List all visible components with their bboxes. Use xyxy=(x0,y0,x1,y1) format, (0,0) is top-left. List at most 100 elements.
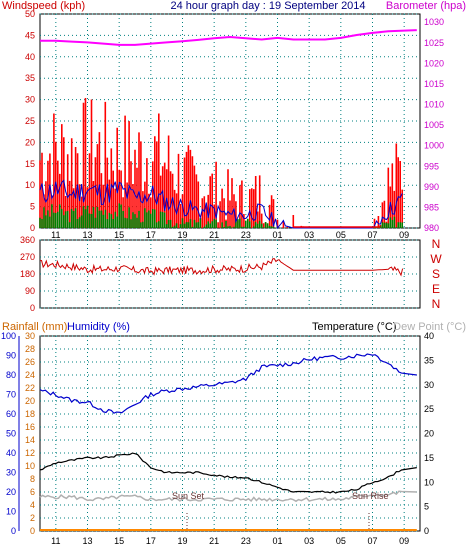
x-tick-label-top: 07 xyxy=(367,230,377,240)
y-tick-label-wind: 30 xyxy=(25,95,35,105)
x-tick-label-bottom: 07 xyxy=(367,536,377,546)
y-tick-label-temperature: 40 xyxy=(424,331,434,341)
y-tick-label-humidity: 10 xyxy=(6,507,16,517)
x-tick-label-bottom: 15 xyxy=(114,536,124,546)
y-tick-label-rain: 20 xyxy=(25,396,35,406)
y-tick-label-direction: 0 xyxy=(30,303,35,313)
y-tick-label-temperature: 35 xyxy=(424,355,434,365)
x-tick-label-bottom: 17 xyxy=(146,536,156,546)
x-tick-label-bottom: 23 xyxy=(241,536,251,546)
x-tick-label-bottom: 09 xyxy=(399,536,409,546)
y-tick-label-rain: 22 xyxy=(25,383,35,393)
y-tick-label-wind: 25 xyxy=(25,116,35,126)
barometer-series xyxy=(40,29,417,46)
y-tick-label-wind: 0 xyxy=(30,223,35,233)
windspeed-title: Windspeed (kph) xyxy=(2,0,85,12)
direction-line xyxy=(39,258,404,277)
temp-series xyxy=(39,353,417,531)
x-tick-label-top: 15 xyxy=(114,230,124,240)
y-tick-label-baro: 1020 xyxy=(424,58,444,68)
y-tick-label-baro: 1025 xyxy=(424,38,444,48)
y-tick-label-rain: 6 xyxy=(30,487,35,497)
y-tick-label-baro: 1000 xyxy=(424,141,444,151)
y-tick-label-direction: 360 xyxy=(20,235,35,245)
y-tick-label-baro: 1030 xyxy=(424,17,444,27)
y-tick-label-wind: 40 xyxy=(25,52,35,62)
x-tick-label-bottom: 21 xyxy=(209,536,219,546)
x-tick-label-top: 13 xyxy=(82,230,92,240)
y-tick-label-rain: 10 xyxy=(25,461,35,471)
y-tick-label-temperature: 20 xyxy=(424,429,434,439)
y-tick-label-direction: 90 xyxy=(25,286,35,296)
axes: 1111131315151717191921212323010103030505… xyxy=(1,9,444,546)
y-tick-label-baro: 1015 xyxy=(424,79,444,89)
y-tick-label-rain: 8 xyxy=(30,474,35,484)
x-tick-label-top: 17 xyxy=(146,230,156,240)
x-tick-label-top: 01 xyxy=(272,230,282,240)
y-tick-label-rain: 0 xyxy=(30,526,35,536)
y-tick-label-humidity: 60 xyxy=(6,409,16,419)
y-tick-label-temperature: 15 xyxy=(424,453,434,463)
direction-label-n-bottom: N xyxy=(432,297,441,311)
direction-series xyxy=(39,258,404,277)
y-tick-label-rain: 18 xyxy=(25,409,35,419)
direction-label-n: N xyxy=(432,237,441,251)
x-tick-label-bottom: 11 xyxy=(51,536,60,546)
y-tick-label-baro: 995 xyxy=(424,161,439,171)
wind-avg-series xyxy=(39,179,403,230)
y-tick-label-humidity: 90 xyxy=(6,351,16,361)
y-tick-label-temperature: 30 xyxy=(424,380,434,390)
temp-panel-frame xyxy=(39,335,421,532)
y-tick-label-humidity: 100 xyxy=(1,331,16,341)
y-tick-label-baro: 980 xyxy=(424,223,439,233)
barometer-title: Barometer (hpa) xyxy=(386,0,466,12)
sunset-label: Sun Set xyxy=(172,491,205,501)
x-tick-label-top: 03 xyxy=(304,230,314,240)
y-tick-label-temperature: 5 xyxy=(424,502,429,512)
direction-label-s: S xyxy=(432,267,440,281)
wind-series xyxy=(39,98,403,230)
y-tick-label-direction: 270 xyxy=(20,252,35,262)
y-tick-label-rain: 30 xyxy=(25,331,35,341)
y-tick-label-wind: 5 xyxy=(30,202,35,212)
y-tick-label-wind: 50 xyxy=(25,9,35,19)
wind-gust-series xyxy=(39,98,403,228)
grid xyxy=(40,13,420,532)
x-tick-label-bottom: 01 xyxy=(272,536,282,546)
y-tick-label-humidity: 50 xyxy=(6,429,16,439)
y-tick-label-direction: 180 xyxy=(20,269,35,279)
y-tick-label-rain: 12 xyxy=(25,448,35,458)
sunrise-label: Sun Rise xyxy=(352,491,389,501)
dewpoint-title: Dew Point (°C) xyxy=(393,321,466,333)
direction-label-w: W xyxy=(430,252,442,266)
y-tick-label-humidity: 20 xyxy=(6,487,16,497)
barometer-line xyxy=(40,29,417,46)
temperature-line xyxy=(39,452,417,494)
y-tick-label-baro: 1010 xyxy=(424,100,444,110)
y-tick-label-rain: 4 xyxy=(30,500,35,510)
y-tick-label-rain: 26 xyxy=(25,357,35,367)
x-tick-label-bottom: 19 xyxy=(177,536,187,546)
graph-title: 24 hour graph day : 19 September 2014 xyxy=(170,0,365,12)
wind-low-series xyxy=(39,203,403,228)
y-tick-label-humidity: 40 xyxy=(6,448,16,458)
x-tick-label-top: 21 xyxy=(209,230,219,240)
y-tick-label-temperature: 10 xyxy=(424,477,434,487)
y-tick-label-rain: 2 xyxy=(30,513,35,523)
y-tick-label-baro: 990 xyxy=(424,182,439,192)
y-tick-label-humidity: 30 xyxy=(6,468,16,478)
x-tick-label-bottom: 05 xyxy=(336,536,346,546)
y-tick-label-temperature: 25 xyxy=(424,404,434,414)
humidity-line xyxy=(39,353,417,414)
direction-label-e: E xyxy=(432,282,440,296)
dewpoint-line xyxy=(39,490,417,503)
y-tick-label-baro: 985 xyxy=(424,202,439,212)
y-tick-label-rain: 16 xyxy=(25,422,35,432)
y-tick-label-wind: 15 xyxy=(25,159,35,169)
y-tick-label-wind: 20 xyxy=(25,137,35,147)
y-tick-label-humidity: 80 xyxy=(6,370,16,380)
y-tick-label-rain: 14 xyxy=(25,435,35,445)
x-tick-label-top: 05 xyxy=(336,230,346,240)
x-tick-label-top: 09 xyxy=(399,230,409,240)
